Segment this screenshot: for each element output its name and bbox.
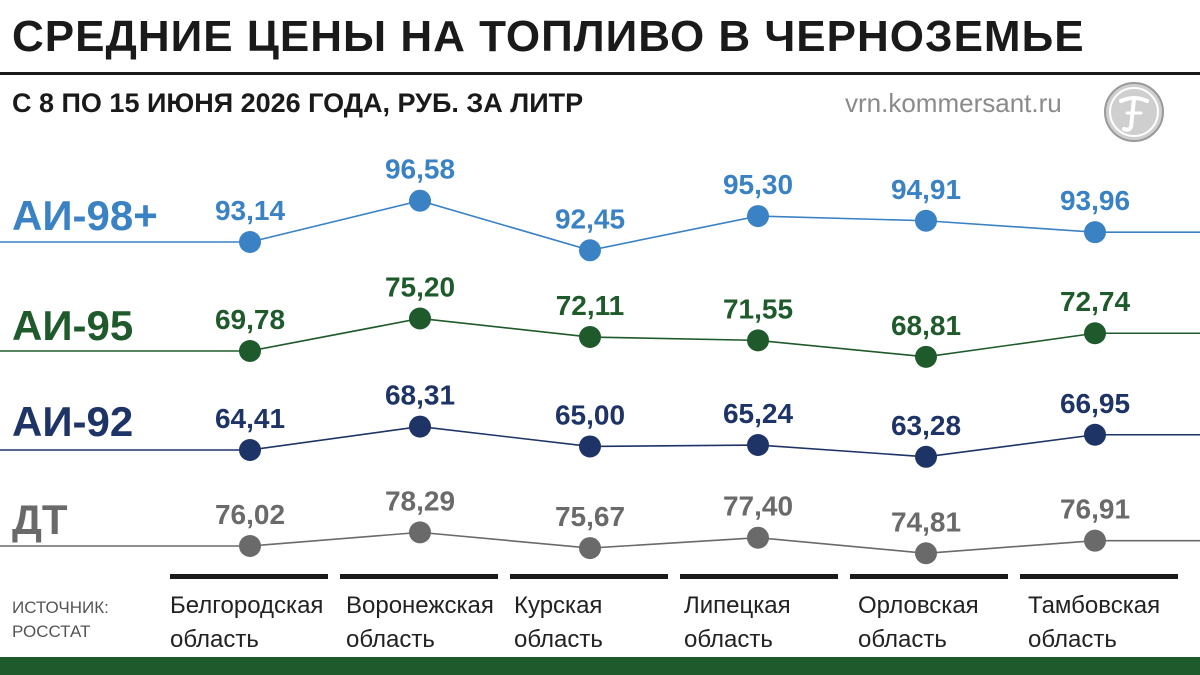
data-label: 71,55	[723, 293, 793, 324]
region-name: Курская	[514, 592, 603, 619]
series-label: АИ-95	[12, 302, 133, 349]
data-label: 95,30	[723, 169, 793, 200]
site-url[interactable]: vrn.kommersant.ru	[845, 88, 1062, 118]
region-belgorod: Белгородская область	[170, 574, 328, 657]
data-point	[1084, 322, 1106, 345]
data-point	[747, 329, 769, 352]
data-label: 93,96	[1060, 185, 1130, 216]
region-lipetsk: Липецкая область	[680, 574, 838, 657]
series-label: ДТ	[12, 496, 68, 543]
region-type: область	[170, 626, 259, 653]
data-point	[239, 340, 261, 362]
data-label: 69,78	[215, 304, 285, 335]
region-type: область	[684, 626, 773, 653]
data-point	[747, 434, 769, 457]
data-label: 65,24	[723, 398, 793, 429]
data-label: 72,11	[556, 290, 625, 321]
region-label: Воронежская область	[340, 589, 498, 657]
region-type: область	[346, 626, 435, 653]
data-label: 78,29	[385, 485, 455, 516]
data-point	[579, 326, 601, 349]
data-point	[915, 345, 937, 368]
region-name: Орловская	[858, 592, 979, 619]
region-bar	[1020, 574, 1178, 579]
region-name: Тамбовская	[1028, 592, 1161, 619]
data-point	[1084, 221, 1106, 244]
series-label: АИ-98+	[12, 192, 158, 239]
data-label: 72,74	[1060, 286, 1130, 317]
chart-title: СРЕДНИЕ ЦЕНЫ НА ТОПЛИВО В ЧЕРНОЗЕМЬЕ	[12, 12, 1085, 61]
data-label: 75,67	[555, 501, 625, 532]
series-label: АИ-92	[12, 398, 133, 445]
region-label: Курская область	[510, 589, 668, 657]
data-point	[747, 526, 769, 549]
series-line	[0, 425, 1200, 458]
region-label: Белгородская область	[170, 589, 328, 657]
chart-subtitle: С 8 ПО 15 ИЮНЯ 2026 ГОДА, РУБ. ЗА ЛИТР	[12, 88, 584, 118]
series-line	[0, 317, 1200, 358]
region-bar	[510, 574, 668, 579]
footer-bar	[0, 657, 1200, 675]
data-label: 76,91	[1060, 494, 1130, 525]
region-label: Орловская область	[850, 589, 1008, 657]
data-label: 75,20	[385, 271, 455, 302]
region-bar	[170, 574, 328, 579]
data-label: 63,28	[891, 410, 961, 441]
data-label: 64,41	[215, 403, 285, 434]
region-orel: Орловская область	[850, 574, 1008, 657]
region-type: область	[858, 626, 947, 653]
data-label: 93,14	[215, 195, 285, 226]
data-label: 92,45	[555, 203, 625, 234]
data-point	[1084, 529, 1106, 552]
data-point	[579, 239, 601, 262]
region-name: Воронежская	[346, 592, 494, 619]
series-line	[0, 199, 1200, 252]
region-name: Белгородская	[170, 592, 324, 619]
region-kursk: Курская область	[510, 574, 668, 657]
region-label: Липецкая область	[680, 589, 838, 657]
data-point	[409, 415, 431, 438]
data-point	[239, 439, 261, 461]
region-bar	[850, 574, 1008, 579]
data-point	[915, 209, 937, 232]
data-point	[747, 205, 769, 228]
data-label: 76,02	[215, 499, 285, 530]
data-point	[409, 189, 431, 212]
region-type: область	[514, 626, 603, 653]
data-point	[915, 542, 937, 565]
data-point	[239, 231, 261, 253]
data-point	[409, 307, 431, 330]
region-type: область	[1028, 626, 1117, 653]
region-bar	[680, 574, 838, 579]
region-bar	[340, 574, 498, 579]
title-divider	[0, 72, 1200, 75]
data-label: 77,40	[723, 491, 793, 522]
data-point	[915, 445, 937, 468]
source-name: РОССТАТ	[12, 622, 91, 641]
source-note: ИСТОЧНИК: РОССТАТ	[12, 596, 109, 644]
region-tambov: Тамбовская область	[1020, 574, 1178, 657]
data-label: 68,81	[891, 310, 961, 341]
data-point	[579, 537, 601, 560]
data-point	[239, 535, 261, 557]
region-voronezh: Воронежская область	[340, 574, 498, 657]
data-label: 96,58	[385, 154, 455, 185]
region-name: Липецкая	[684, 592, 791, 619]
data-label: 94,91	[891, 174, 961, 205]
data-label: 68,31	[385, 380, 455, 411]
source-label: ИСТОЧНИК:	[12, 598, 109, 617]
data-point	[409, 521, 431, 544]
data-label: 74,81	[891, 506, 961, 537]
data-point	[1084, 423, 1106, 446]
series-line	[0, 531, 1200, 555]
region-label: Тамбовская область	[1020, 589, 1178, 657]
kommersant-logo-icon	[1104, 82, 1164, 142]
data-label: 65,00	[555, 399, 625, 430]
data-label: 66,95	[1060, 388, 1130, 419]
data-point	[579, 435, 601, 458]
